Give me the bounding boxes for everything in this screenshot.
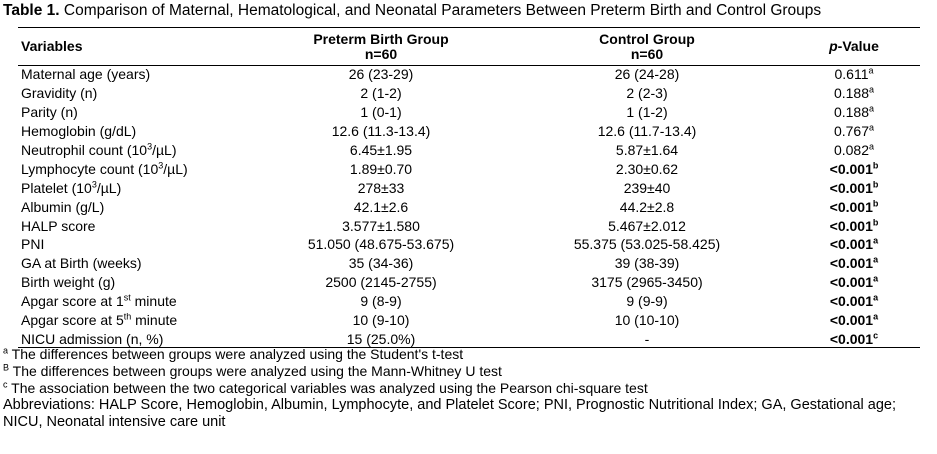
cell-control: 10 (10-10) bbox=[614, 312, 680, 329]
cell-control: - bbox=[644, 330, 650, 347]
footnote: a The differences between groups were an… bbox=[3, 345, 464, 362]
table-row: Gravidity (n) 2 (1-2) 2 (2-3) 0.188a bbox=[18, 84, 920, 103]
table-row: GA at Birth (weeks) 35 (34-36) 39 (38-39) <… bbox=[18, 254, 920, 273]
bottom-rule bbox=[18, 347, 920, 348]
cell-p-value: <0.001a bbox=[829, 235, 879, 253]
table-row: Platelet (103/µL) 278±33 239±40 <0.001b bbox=[18, 178, 920, 197]
header-control-group: Control Group n=60 bbox=[506, 28, 788, 65]
cell-preterm: 2 (1-2) bbox=[360, 85, 402, 102]
cell-p-value: <0.001b bbox=[829, 179, 879, 196]
table-body: Maternal age (years) 26 (23-29) 26 (24-28)… bbox=[18, 65, 920, 348]
cell-control: 26 (24-28) bbox=[614, 66, 680, 83]
cell-variable: Parity (n) bbox=[21, 104, 78, 121]
header-rule bbox=[18, 65, 920, 66]
cell-variable: HALP score bbox=[21, 217, 96, 234]
cell-variable: Albumin (g/L) bbox=[21, 198, 105, 215]
cell-preterm: 35 (34-36) bbox=[348, 255, 414, 272]
table-label: Table 1. bbox=[3, 2, 60, 19]
cell-p-value: <0.001a bbox=[829, 254, 879, 272]
table-row: NICU admission (n, %) 15 (25.0%) - <0.001c bbox=[18, 329, 920, 348]
cell-variable: Apgar score at 1st minute bbox=[21, 292, 177, 310]
cell-variable: Neutrophil count (103/µL) bbox=[21, 141, 177, 158]
cell-control: 55.375 (53.025-58.425) bbox=[573, 236, 721, 253]
cell-variable: Maternal age (years) bbox=[21, 66, 151, 83]
footnote: c The association between the two catego… bbox=[3, 379, 648, 396]
cell-control: 44.2±2.8 bbox=[619, 198, 675, 215]
cell-variable: NICU admission (n, %) bbox=[21, 330, 164, 347]
cell-control: 1 (1-2) bbox=[626, 104, 668, 121]
header-preterm-n: n=60 bbox=[364, 45, 398, 62]
cell-control: 239±40 bbox=[623, 179, 671, 196]
cell-preterm: 51.050 (48.675-53.675) bbox=[307, 236, 455, 253]
cell-variable: GA at Birth (weeks) bbox=[21, 255, 142, 272]
cell-variable: Apgar score at 5th minute bbox=[21, 311, 178, 329]
cell-preterm: 2500 (2145-2755) bbox=[325, 274, 437, 291]
table-row: Parity (n) 1 (0-1) 1 (1-2) 0.188a bbox=[18, 103, 920, 122]
cell-p-value: <0.001a bbox=[829, 311, 879, 329]
header-variables: Variables bbox=[21, 38, 83, 54]
cell-p-value: 0.611a bbox=[834, 65, 874, 83]
cell-preterm: 15 (25.0%) bbox=[346, 330, 416, 347]
cell-p-value: 0.767a bbox=[833, 122, 875, 140]
cell-control: 2.30±0.62 bbox=[615, 160, 679, 177]
cell-control: 12.6 (11.7-13.4) bbox=[597, 123, 697, 140]
table-row: Hemoglobin (g/dL) 12.6 (11.3-13.4) 12.6 (1… bbox=[18, 122, 920, 141]
cell-preterm: 10 (9-10) bbox=[352, 312, 410, 329]
cell-control: 5.87±1.64 bbox=[615, 142, 679, 158]
table-row: Lymphocyte count (103/µL) 1.89±0.70 2.30±0… bbox=[18, 159, 920, 178]
table-row: Apgar score at 1st minute 9 (8-9) 9 (9-9) <… bbox=[18, 292, 920, 311]
header-preterm-label: Preterm Birth Group bbox=[313, 30, 449, 47]
table-row: Albumin (g/L) 42.1±2.6 44.2±2.8 <0.001b bbox=[18, 197, 920, 216]
table-row: Neutrophil count (103/µL) 6.45±1.95 5.87±1… bbox=[18, 141, 920, 160]
cell-variable: Platelet (103/µL) bbox=[21, 179, 122, 196]
cell-p-value: <0.001c bbox=[829, 330, 879, 347]
cell-preterm: 9 (8-9) bbox=[360, 293, 402, 310]
cell-preterm: 278±33 bbox=[357, 179, 405, 196]
cell-variable: Lymphocyte count (103/µL) bbox=[21, 160, 188, 177]
cell-control: 9 (9-9) bbox=[626, 293, 668, 310]
cell-preterm: 42.1±2.6 bbox=[353, 198, 409, 215]
table-row: Maternal age (years) 26 (23-29) 26 (24-28)… bbox=[18, 65, 920, 84]
cell-control: 39 (38-39) bbox=[614, 255, 680, 272]
cell-preterm: 1.89±0.70 bbox=[349, 160, 413, 177]
top-rule bbox=[18, 27, 920, 28]
cell-p-value: 0.082a bbox=[833, 141, 875, 158]
header-preterm-group: Preterm Birth Group n=60 bbox=[256, 28, 506, 65]
cell-p-value: <0.001b bbox=[829, 216, 879, 234]
cell-variable: Birth weight (g) bbox=[21, 274, 116, 291]
cell-p-value: <0.001a bbox=[829, 292, 879, 310]
table-row: PNI 51.050 (48.675-53.675) 55.375 (53.025-… bbox=[18, 235, 920, 254]
footnote-list: a The differences between groups were an… bbox=[3, 346, 933, 397]
cell-preterm: 3.577±1.580 bbox=[342, 217, 420, 234]
cell-variable: Hemoglobin (g/dL) bbox=[21, 123, 137, 140]
cell-preterm: 6.45±1.95 bbox=[349, 142, 413, 158]
header-row: Variables Preterm Birth Group n=60 Contr… bbox=[18, 28, 920, 65]
header-p-value: p-Value bbox=[829, 38, 879, 54]
cell-p-value: 0.188a bbox=[833, 103, 875, 121]
cell-control: 5.467±2.012 bbox=[608, 217, 686, 234]
cell-variable: PNI bbox=[21, 236, 45, 253]
abbreviations-note: Abbreviations: HALP Score, Hemoglobin, A… bbox=[3, 397, 897, 430]
footnotes: a The differences between groups were an… bbox=[3, 346, 933, 431]
table-row: HALP score 3.577±1.580 5.467±2.012 <0.001b bbox=[18, 216, 920, 235]
cell-control: 3175 (2965-3450) bbox=[591, 274, 703, 291]
cell-p-value: 0.188a bbox=[833, 84, 875, 102]
footnote: B The differences between groups were an… bbox=[3, 362, 502, 379]
cell-preterm: 1 (0-1) bbox=[360, 104, 402, 121]
header-control-n: n=60 bbox=[630, 45, 664, 62]
cell-preterm: 12.6 (11.3-13.4) bbox=[331, 123, 431, 140]
cell-variable: Gravidity (n) bbox=[21, 85, 98, 102]
table-caption: Comparison of Maternal, Hematological, a… bbox=[63, 2, 822, 19]
header-control-label: Control Group bbox=[599, 30, 695, 47]
cell-p-value: <0.001b bbox=[829, 198, 879, 215]
table-row: Birth weight (g) 2500 (2145-2755) 3175 (29… bbox=[18, 273, 920, 292]
cell-control: 2 (2-3) bbox=[626, 85, 668, 102]
cell-p-value: <0.001a bbox=[829, 273, 879, 291]
table-title: Table 1. Comparison of Maternal, Hematol… bbox=[3, 2, 821, 20]
table-row: Apgar score at 5th minute 10 (9-10) 10 (10… bbox=[18, 311, 920, 330]
cell-p-value: <0.001b bbox=[829, 160, 879, 177]
cell-preterm: 26 (23-29) bbox=[348, 66, 414, 83]
data-table: Variables Preterm Birth Group n=60 Contr… bbox=[18, 28, 920, 348]
